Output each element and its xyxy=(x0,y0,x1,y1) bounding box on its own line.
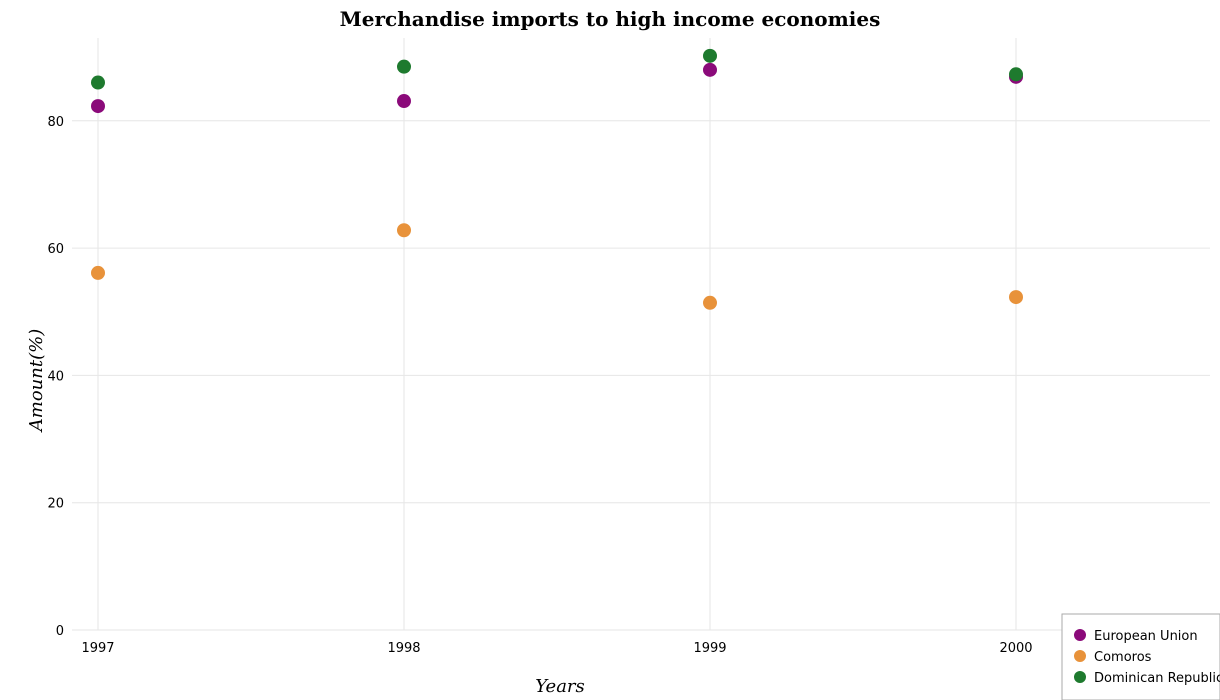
data-points xyxy=(91,48,1023,310)
legend-marker xyxy=(1074,650,1086,662)
legend-box xyxy=(1061,613,1220,700)
x-tick-label: 1997 xyxy=(81,641,114,656)
point-comoros-2000 xyxy=(1009,290,1023,305)
legend: European Union Comoros Dominican Republic xyxy=(1061,613,1220,700)
y-tick-label: 80 xyxy=(47,115,64,130)
point-comoros-1997 xyxy=(91,265,105,280)
x-tick-label: 2000 xyxy=(999,641,1032,656)
legend-marker xyxy=(1074,671,1086,683)
point-dominican-republic-1998 xyxy=(397,59,411,74)
grid xyxy=(72,38,1210,631)
point-european-union-1997 xyxy=(91,99,105,114)
legend-marker xyxy=(1074,629,1086,641)
y-tick-label: 60 xyxy=(47,242,64,257)
x-tick-label: 1999 xyxy=(693,641,726,656)
point-comoros-1999 xyxy=(703,295,717,310)
y-tick-labels: 0 20 40 60 80 xyxy=(47,115,64,639)
point-dominican-republic-1999 xyxy=(703,48,717,63)
y-tick-label: 40 xyxy=(47,369,64,384)
point-dominican-republic-1997 xyxy=(91,75,105,90)
point-european-union-1999 xyxy=(703,62,717,77)
x-tick-labels: 1997 1998 1999 2000 xyxy=(81,641,1032,656)
point-comoros-1998 xyxy=(397,223,411,238)
point-european-union-1998 xyxy=(397,94,411,109)
y-tick-label: 20 xyxy=(47,497,64,512)
y-tick-label: 0 xyxy=(56,624,64,639)
x-axis-label: Years xyxy=(535,676,585,697)
x-tick-label: 1998 xyxy=(387,641,420,656)
legend-label: European Union xyxy=(1094,629,1198,644)
legend-label: Dominican Republic xyxy=(1094,671,1220,686)
point-dominican-republic-2000 xyxy=(1009,67,1023,82)
legend-label: Comoros xyxy=(1094,650,1152,665)
chart-title: Merchandise imports to high income econo… xyxy=(340,7,881,31)
y-axis-label: Amount(%) xyxy=(26,329,47,433)
